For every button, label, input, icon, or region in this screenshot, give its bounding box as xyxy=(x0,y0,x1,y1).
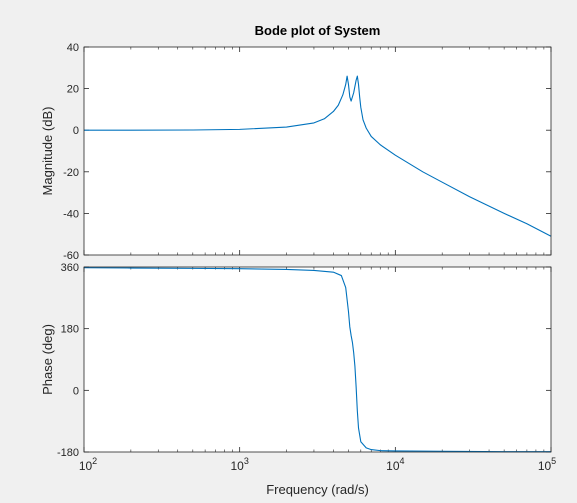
x-tick-base: 10 xyxy=(386,459,400,473)
x-tick-exponent: 4 xyxy=(400,456,405,466)
y-tick-label: 0 xyxy=(73,125,79,137)
y-tick-label: -40 xyxy=(63,208,79,220)
y-tick-label: 20 xyxy=(67,84,79,96)
x-tick-label: 105 xyxy=(538,456,556,473)
x-tick-base: 10 xyxy=(79,459,93,473)
phase-series-line xyxy=(83,267,551,453)
x-tick-base: 10 xyxy=(538,459,552,473)
x-tick-label: 103 xyxy=(230,456,248,473)
y-tick-label: 40 xyxy=(67,42,79,54)
phase-axis-label: Phase (deg) xyxy=(40,324,55,395)
axes-1-frame xyxy=(83,266,552,453)
axes-0-frame xyxy=(83,46,552,256)
y-tick-label: -20 xyxy=(63,167,79,179)
x-tick-exponent: 2 xyxy=(92,456,97,466)
x-tick-exponent: 3 xyxy=(244,456,249,466)
chart-title: Bode plot of System xyxy=(255,23,381,38)
x-tick-base: 10 xyxy=(230,459,244,473)
x-tick-label: 102 xyxy=(79,456,97,473)
y-tick-label: 0 xyxy=(73,385,79,397)
magnitude-series-line xyxy=(84,75,552,237)
y-tick-label: 360 xyxy=(61,262,79,274)
x-tick-exponent: 5 xyxy=(551,456,556,466)
axes-0-background xyxy=(84,47,551,255)
y-tick-label: -180 xyxy=(57,447,79,459)
y-tick-label: 180 xyxy=(61,324,79,336)
y-tick-label: -60 xyxy=(63,250,79,262)
magnitude-axis-label: Magnitude (dB) xyxy=(40,107,55,196)
x-axis-label: Frequency (rad/s) xyxy=(266,482,369,497)
axes-1-background xyxy=(84,267,551,452)
x-tick-label: 104 xyxy=(386,456,404,473)
